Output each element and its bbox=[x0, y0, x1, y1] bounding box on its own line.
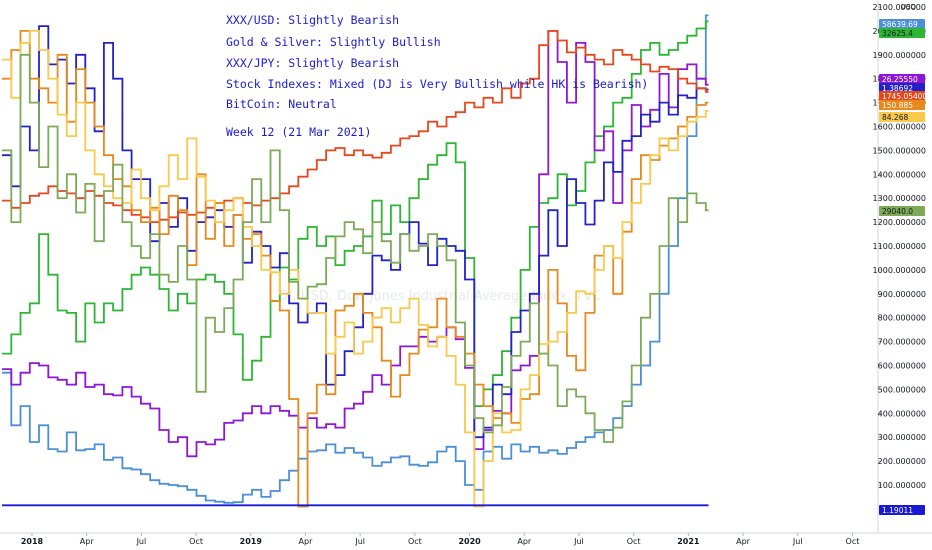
series-line-3 bbox=[2, 25, 709, 439]
annotation-text: Stock Indexes: Mixed (DJ is Very Bullish… bbox=[226, 77, 648, 91]
price-badge-label: 1.38692 bbox=[882, 84, 913, 93]
series-line-0 bbox=[2, 14, 709, 504]
y-tick-label: 1400.000000 bbox=[873, 170, 926, 179]
y-tick-label: 900.000000 bbox=[878, 290, 926, 299]
y-tick-label: 200.000000 bbox=[878, 457, 926, 466]
price-badge-label: 58639.69 bbox=[882, 20, 918, 29]
price-badge-label: 29040.0 bbox=[882, 207, 913, 216]
price-badge bbox=[879, 91, 925, 101]
y-tick-label: 100.000000 bbox=[878, 481, 926, 490]
y-tick-label: 1100.000000 bbox=[873, 242, 926, 251]
y-tick-label: 1200.000000 bbox=[873, 218, 926, 227]
price-badge-label: 1.19011 bbox=[882, 506, 913, 515]
price-badge bbox=[879, 206, 925, 216]
y-tick-label: 300.000000 bbox=[878, 433, 926, 442]
x-tick-label: 2020 bbox=[458, 537, 481, 546]
annotations: XXX/USD: Slightly Bearish Gold & Silver: … bbox=[226, 13, 648, 139]
y-tick-label: 1500.000000 bbox=[873, 146, 926, 155]
y-tick-label: 2100.000000 bbox=[873, 3, 926, 12]
y-tick-label: 1900.000000 bbox=[873, 51, 926, 60]
price-badge bbox=[879, 100, 925, 110]
x-tick-label: Jul bbox=[136, 537, 147, 546]
series-line-7 bbox=[2, 53, 709, 443]
y-tick-label: 700.000000 bbox=[878, 338, 926, 347]
y-tick-label: 1000.000000 bbox=[873, 266, 926, 275]
price-badge-label: 1745.05400 bbox=[882, 92, 928, 101]
annotation-text: Gold & Silver: Slightly Bullish bbox=[226, 35, 441, 49]
y-tick-label: 800.000000 bbox=[878, 314, 926, 323]
x-tick-label: Oct bbox=[189, 537, 203, 546]
annotation-text: XXX/USD: Slightly Bearish bbox=[226, 13, 399, 27]
price-badge bbox=[879, 28, 925, 38]
price-badge bbox=[879, 19, 925, 29]
y-tick-label: 400.000000 bbox=[878, 409, 926, 418]
annotation-text: XXX/JPY: Slightly Bearish bbox=[226, 56, 399, 70]
price-badge bbox=[879, 74, 925, 84]
y-tick-label: 600.000000 bbox=[878, 362, 926, 371]
watermark: DJ, USD, Dow Jones Industrial Average In… bbox=[279, 289, 601, 304]
x-tick-label: Jul bbox=[792, 537, 803, 546]
y-tick-label: 500.000000 bbox=[878, 385, 926, 394]
price-badge bbox=[879, 505, 925, 515]
x-tick-label: 2018 bbox=[21, 537, 44, 546]
series-line-2 bbox=[2, 30, 709, 458]
price-badge-label: 26.25550 bbox=[882, 75, 918, 84]
x-tick-label: Apr bbox=[80, 537, 95, 546]
x-tick-label: Apr bbox=[736, 537, 751, 546]
price-badge bbox=[879, 112, 925, 122]
x-tick-label: Oct bbox=[627, 537, 641, 546]
x-tick-label: Jul bbox=[354, 537, 365, 546]
y-tick-label: 1600.000000 bbox=[873, 123, 926, 132]
price-badge-label: 150.885 bbox=[882, 101, 913, 110]
x-tick-label: 2021 bbox=[677, 537, 700, 546]
x-tick-label: Jul bbox=[573, 537, 584, 546]
price-badge-label: 84.268 bbox=[882, 113, 908, 122]
annotation-text: BitCoin: Neutral bbox=[226, 97, 337, 111]
price-badge bbox=[879, 83, 925, 93]
x-tick-label: Apr bbox=[299, 537, 314, 546]
series-layer bbox=[2, 14, 709, 508]
unit-label: USD bbox=[901, 3, 916, 11]
x-tick-label: 2019 bbox=[240, 537, 263, 546]
x-tick-label: Oct bbox=[408, 537, 422, 546]
price-badge-label: 32625.4 bbox=[882, 29, 913, 38]
x-tick-label: Oct bbox=[846, 537, 860, 546]
x-tick-label: Apr bbox=[517, 537, 532, 546]
series-line-6 bbox=[2, 30, 709, 508]
y-tick-label: 1300.000000 bbox=[873, 194, 926, 203]
series-line-5 bbox=[2, 30, 709, 508]
annotation-text: Week 12 (21 Mar 2021) bbox=[226, 125, 371, 139]
